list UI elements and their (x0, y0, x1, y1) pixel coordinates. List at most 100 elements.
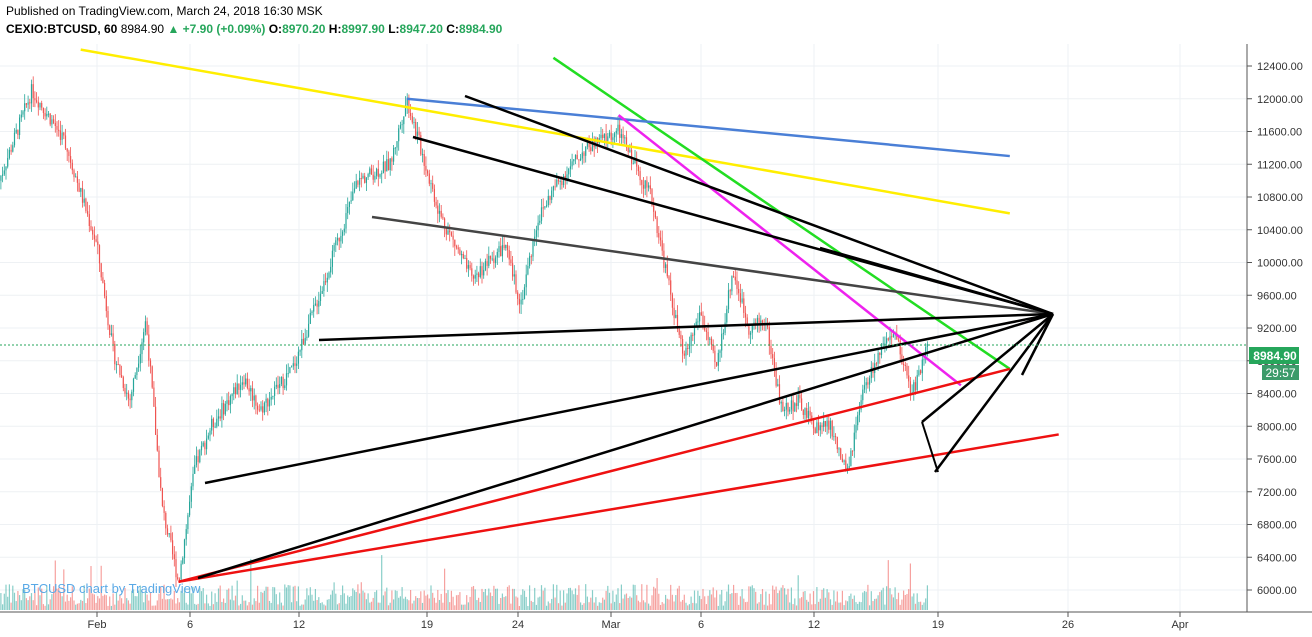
candle-body (721, 333, 723, 351)
candle-body (840, 448, 842, 459)
volume-bar (90, 566, 92, 610)
candle-body (200, 445, 203, 451)
candle-body (661, 240, 663, 251)
volume-bar (523, 590, 526, 610)
volume-bar (804, 591, 806, 610)
volume-bar (219, 585, 221, 610)
volume-bar (148, 600, 150, 610)
volume-bar (12, 585, 14, 610)
volume-bar (763, 604, 765, 610)
candle-body (442, 216, 444, 219)
volume-bar (87, 598, 89, 610)
candle-body (13, 132, 16, 146)
volume-bar (95, 602, 97, 610)
candle-body (53, 119, 55, 123)
candle-body (406, 98, 408, 106)
volume-bar (564, 602, 566, 610)
candle-body (367, 174, 369, 178)
candle-body (374, 175, 376, 180)
volume-bar (734, 593, 736, 610)
volume-bar (51, 594, 53, 610)
candle-body (277, 384, 279, 388)
volume-bar (447, 590, 449, 610)
candle-body (884, 343, 886, 345)
candle-body (25, 103, 27, 105)
volume-bar (353, 590, 356, 610)
candle-body (605, 133, 607, 141)
volume-bar (42, 604, 44, 610)
candle-body (741, 298, 743, 303)
candle-body (666, 264, 668, 277)
volume-bar (566, 593, 568, 610)
volume-bar (229, 599, 231, 610)
volume-bar (636, 595, 638, 610)
volume-bar (143, 602, 145, 610)
volume-bar (828, 592, 830, 610)
candle-body (73, 170, 75, 178)
y-tick-label: 12400.00 (1257, 61, 1303, 73)
volume-bar (840, 602, 842, 610)
candle-body (182, 557, 184, 564)
volume-bar (250, 558, 252, 610)
volume-bar (894, 587, 896, 610)
candle-body (865, 382, 867, 386)
candle-body (255, 395, 257, 406)
volume-bar (206, 594, 208, 610)
volume-bar (491, 595, 493, 610)
x-tick-label: 12 (808, 619, 820, 631)
candle-body (496, 251, 498, 258)
candle-body (438, 210, 441, 214)
candle-body (673, 307, 675, 318)
candle-body (534, 236, 536, 240)
symbol-label: CEXIO:BTCUSD, 60 (6, 22, 118, 36)
volume-bar (160, 586, 162, 610)
volume-bar (529, 585, 531, 610)
candle-body (908, 375, 910, 382)
candle-body (818, 422, 820, 431)
volume-bar (811, 604, 813, 610)
volume-bar (717, 605, 719, 610)
candle-body (161, 487, 163, 507)
volume-bar (909, 563, 911, 610)
candle-body (22, 111, 24, 115)
volume-bar (70, 597, 72, 610)
candle-body (42, 107, 44, 113)
candle-body (619, 124, 621, 138)
volume-bar (421, 602, 424, 610)
volume-bar (466, 595, 468, 610)
volume-bar (274, 587, 276, 610)
volume-bar (350, 595, 352, 610)
candle-body (1, 174, 4, 176)
candle-body (809, 410, 811, 416)
candle-body (365, 177, 367, 183)
volume-bar (639, 602, 641, 610)
candle-body (129, 398, 131, 401)
candle-body (282, 376, 284, 389)
candle-body (394, 147, 396, 149)
candle-body (88, 214, 90, 227)
volume-bar (444, 568, 446, 610)
volume-bar (44, 605, 46, 610)
candle-body (756, 317, 758, 325)
volume-bar (126, 598, 128, 610)
candle-body (450, 232, 452, 236)
volume-bar (530, 600, 532, 610)
volume-bar (13, 592, 16, 610)
candle-body (437, 205, 439, 214)
candle-body (347, 207, 349, 214)
volume-bar (411, 603, 413, 610)
candle-body (639, 171, 641, 181)
volume-bar (314, 588, 316, 610)
volume-bar (683, 594, 685, 610)
volume-bar (119, 595, 121, 610)
candle-body (600, 134, 602, 139)
volume-bar (880, 590, 883, 610)
candle-body (629, 149, 631, 152)
candle-body (59, 130, 61, 140)
candle-body (348, 201, 350, 208)
volume-bar (236, 580, 238, 610)
candle-body (481, 266, 483, 276)
volume-bar (212, 604, 214, 610)
candle-body (415, 122, 417, 136)
